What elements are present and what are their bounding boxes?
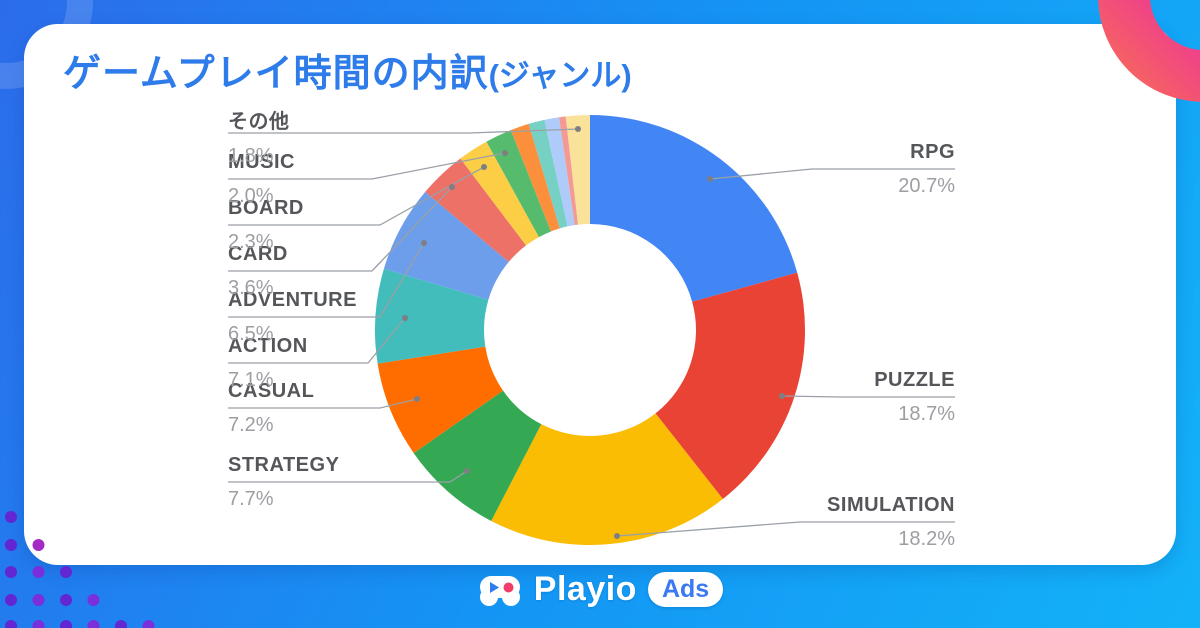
play-icon	[489, 581, 499, 593]
brand-name: Playio	[533, 570, 637, 608]
chart-card	[24, 24, 1176, 565]
purple-dot	[5, 620, 17, 628]
slice-percent: 7.2%	[228, 414, 274, 436]
purple-dot	[5, 539, 17, 551]
chart-title-sub: (ジャンル)	[488, 58, 632, 93]
slice-name: STRATEGY	[228, 454, 340, 476]
slice-percent: 18.7%	[898, 403, 955, 425]
slice-percent: 7.1%	[228, 369, 274, 391]
slice-percent: 2.3%	[228, 231, 274, 253]
slice-percent: 7.7%	[228, 488, 274, 510]
purple-dot	[142, 620, 155, 628]
slice-label-その他: その他 1.8%	[228, 105, 290, 168]
slice-percent: 6.5%	[228, 323, 274, 345]
slice-label-SIMULATION: SIMULATION 18.2%	[827, 494, 955, 551]
purple-dot	[115, 620, 127, 628]
chart-title: ゲームプレイ時間の内訳(ジャンル)	[63, 42, 632, 97]
slice-name: SIMULATION	[827, 494, 955, 516]
purple-dot	[87, 620, 100, 628]
slice-percent: 3.6%	[228, 277, 274, 299]
slice-percent: 20.7%	[898, 175, 955, 197]
slice-label-RPG: RPG 20.7%	[898, 141, 955, 198]
chart-title-main: ゲームプレイ時間の内訳	[63, 53, 489, 95]
slice-percent: 1.8%	[228, 145, 274, 167]
slice-name: CASUAL	[228, 380, 315, 402]
brand-footer: Playio Ads	[0, 570, 1200, 609]
slice-name: PUZZLE	[874, 369, 955, 391]
slice-name: RPG	[910, 141, 955, 163]
purple-dot	[5, 511, 17, 523]
dot-button-icon	[503, 582, 514, 592]
slice-label-PUZZLE: PUZZLE 18.7%	[874, 369, 955, 426]
slice-percent: 18.2%	[898, 528, 955, 550]
purple-dot	[60, 620, 72, 628]
slice-label-CASUAL: CASUAL 7.2%	[228, 380, 314, 437]
slice-name: その他	[228, 111, 290, 133]
ads-badge: Ads	[647, 572, 724, 607]
slice-label-STRATEGY: STRATEGY 7.7%	[228, 454, 339, 511]
purple-dot	[32, 620, 45, 628]
gamepad-icon	[479, 575, 520, 606]
slice-percent: 2.0%	[228, 185, 274, 207]
